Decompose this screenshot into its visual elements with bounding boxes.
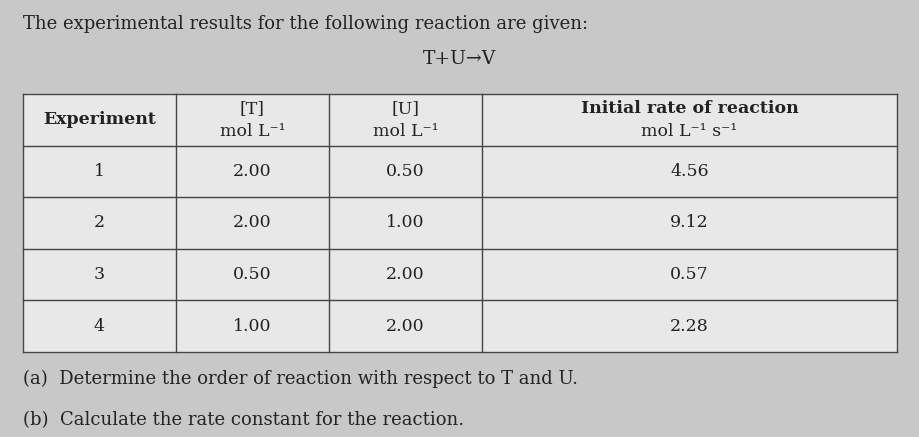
Text: 4.56: 4.56	[669, 163, 708, 180]
Text: 1.00: 1.00	[233, 318, 271, 334]
Text: 3: 3	[94, 266, 105, 283]
Text: Experiment: Experiment	[43, 111, 155, 128]
Text: The experimental results for the following reaction are given:: The experimental results for the followi…	[23, 15, 587, 33]
Text: Initial rate of reaction: Initial rate of reaction	[580, 100, 798, 117]
Text: 2.00: 2.00	[233, 163, 271, 180]
Text: mol L⁻¹: mol L⁻¹	[220, 123, 285, 139]
Text: 0.50: 0.50	[233, 266, 271, 283]
Text: [T]: [T]	[240, 100, 265, 117]
Text: 2.00: 2.00	[386, 318, 425, 334]
Text: mol L⁻¹ s⁻¹: mol L⁻¹ s⁻¹	[641, 123, 737, 139]
Text: 1.00: 1.00	[386, 215, 425, 231]
Text: 0.50: 0.50	[386, 163, 425, 180]
Text: 0.57: 0.57	[669, 266, 708, 283]
Text: 2.00: 2.00	[386, 266, 425, 283]
Text: 2.28: 2.28	[669, 318, 708, 334]
Text: T+U→V: T+U→V	[423, 50, 496, 68]
Text: 9.12: 9.12	[669, 215, 708, 231]
Text: 2: 2	[94, 215, 105, 231]
Text: mol L⁻¹: mol L⁻¹	[372, 123, 437, 139]
Text: (a)  Determine the order of reaction with respect to T and U.: (a) Determine the order of reaction with…	[23, 369, 577, 388]
Text: [U]: [U]	[391, 100, 419, 117]
Text: (b)  Calculate the rate constant for the reaction.: (b) Calculate the rate constant for the …	[23, 411, 463, 429]
Text: 4: 4	[94, 318, 105, 334]
Text: 1: 1	[94, 163, 105, 180]
Text: 2.00: 2.00	[233, 215, 271, 231]
